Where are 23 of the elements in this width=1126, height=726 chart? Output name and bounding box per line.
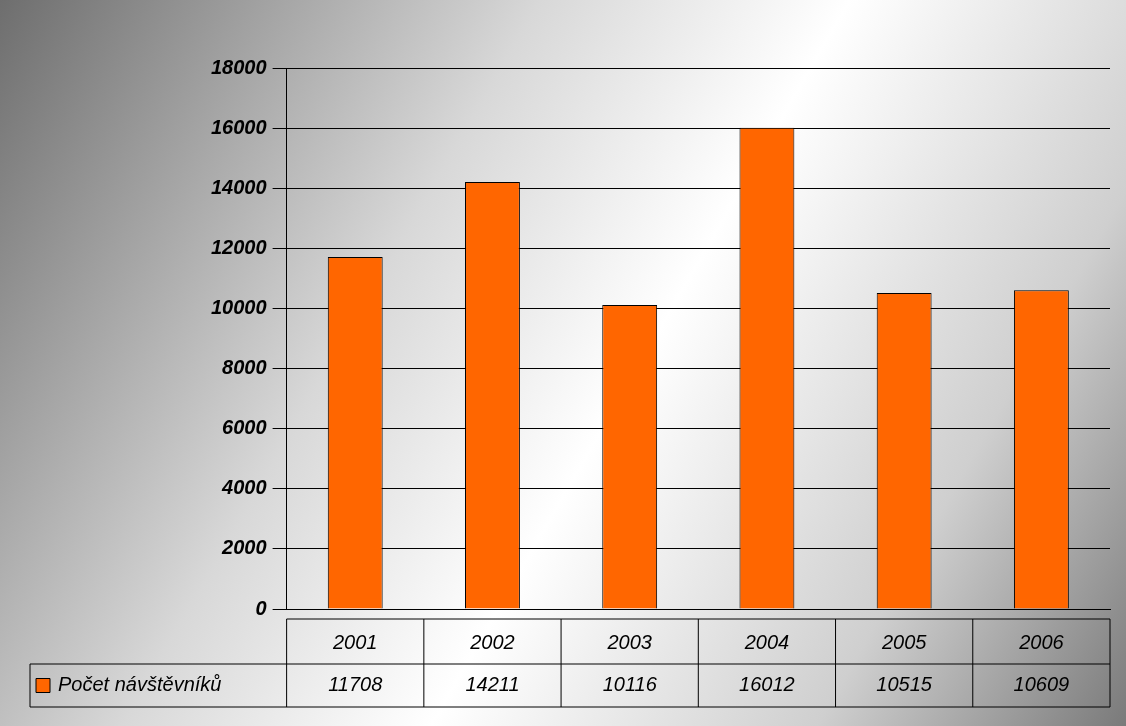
y-tick-label: 6000 [222,416,267,439]
y-tick-label: 18000 [210,55,267,78]
x-tick-label: 2002 [469,630,515,653]
y-tick-label: 2000 [221,536,267,559]
x-tick-label: 2004 [743,630,790,653]
legend-label: Počet návštěvníků [58,673,222,696]
y-tick-label: 16000 [210,115,267,138]
y-tick-label: 8000 [222,356,267,379]
x-tick-label: 2005 [880,630,928,653]
data-label: 10609 [1013,673,1070,696]
y-tick-label: 12000 [210,235,267,258]
data-label: 10515 [876,673,933,696]
data-label: 14211 [465,673,520,696]
y-tick-label: 4000 [221,476,267,499]
data-label: 16012 [739,673,795,696]
data-label: 10116 [602,673,658,696]
y-tick-label: 14000 [210,175,267,198]
x-tick-label: 2001 [331,630,378,653]
y-tick-label: 0 [255,596,267,619]
y-tick-label: 10000 [210,295,267,318]
data-label: 11708 [328,673,383,696]
x-tick-label: 2003 [606,630,652,653]
x-tick-label: 2006 [1018,630,1065,653]
